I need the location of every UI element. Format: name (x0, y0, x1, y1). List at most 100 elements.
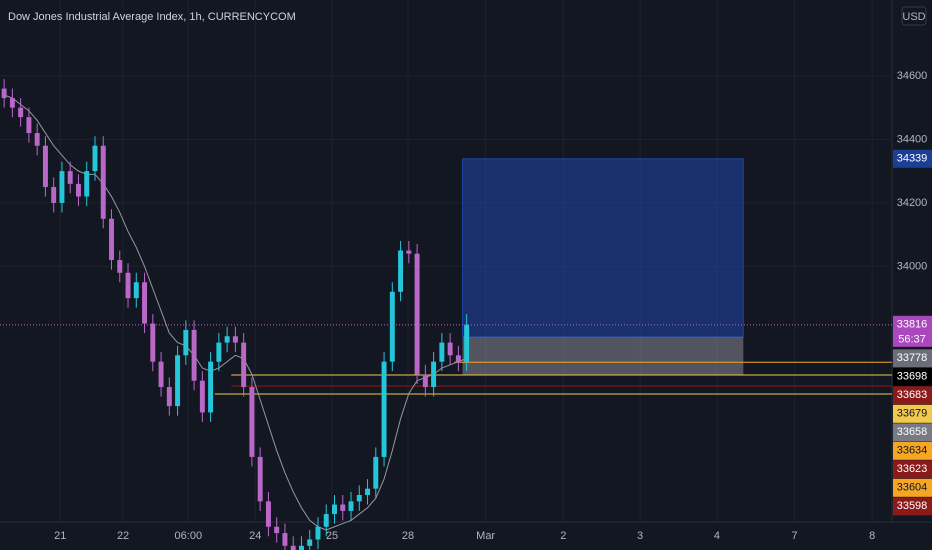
price-label: 33683 (897, 389, 928, 401)
candle-body (249, 387, 255, 457)
candle-body (257, 456, 263, 502)
candle-body (422, 374, 428, 388)
price-label-bg (893, 497, 932, 516)
candle-body (224, 336, 230, 343)
price-label-bg (893, 367, 932, 386)
candle-body (100, 145, 106, 219)
candle-body (241, 342, 247, 388)
candle-body (365, 488, 371, 496)
candle-body (340, 504, 346, 511)
candle-body (431, 361, 437, 388)
x-tick-label: 2 (560, 530, 566, 542)
candle-body (59, 171, 65, 203)
candle-body (125, 272, 131, 299)
candle-body (67, 171, 73, 184)
candle-body (18, 107, 24, 118)
candle-body (199, 380, 205, 413)
y-tick-label: 34600 (897, 70, 928, 82)
x-tick-label: 7 (791, 530, 797, 542)
candle-body (232, 336, 238, 343)
candle-body (381, 361, 387, 457)
candle-body (26, 117, 32, 134)
candle-body (84, 171, 90, 197)
candle-body (282, 533, 288, 546)
price-label: 33778 (897, 352, 928, 364)
price-label-bg (893, 349, 932, 368)
price-label: 33679 (897, 408, 928, 420)
currency-box[interactable] (901, 6, 927, 26)
chart-title: Dow Jones Industrial Average Index, 1h, … (8, 11, 296, 23)
y-tick-label: 34200 (897, 197, 928, 209)
price-label-bg (893, 460, 932, 479)
candle-body (332, 504, 337, 515)
price-label: 33698 (897, 371, 928, 383)
candle-body (464, 324, 470, 362)
x-tick-label: 3 (637, 530, 643, 542)
candle-body (158, 361, 164, 388)
moving-average (3, 94, 467, 531)
countdown: 56:37 (898, 334, 926, 346)
candle-body (9, 98, 15, 108)
candle-body (373, 456, 379, 489)
candle-body (142, 282, 148, 324)
candle-body (356, 495, 362, 502)
price-label: 33634 (897, 445, 928, 457)
candle-body (183, 329, 189, 356)
candle-body (447, 342, 453, 356)
candle-body (455, 355, 461, 362)
candle-body (406, 250, 412, 254)
candle-body (42, 145, 48, 188)
candle-body (208, 361, 214, 413)
price-label: 33816 (897, 319, 928, 331)
candle-body (274, 526, 280, 534)
price-label-bg (893, 315, 932, 334)
countdown-bg (893, 332, 932, 347)
candle-body (75, 183, 81, 197)
candle-body (117, 260, 123, 273)
x-tick-label: 06:00 (175, 530, 203, 542)
candle-body (166, 387, 172, 407)
candle-body (133, 282, 139, 299)
candle-body (175, 355, 181, 407)
candle-body (323, 514, 329, 527)
candle-body (389, 291, 395, 362)
price-label: 33658 (897, 426, 928, 438)
candle-body (414, 253, 420, 375)
y-tick-label: 34000 (897, 260, 928, 272)
price-label-bg (893, 404, 932, 423)
price-label: 33598 (897, 500, 928, 512)
candle-body (439, 342, 445, 362)
x-tick-label: 28 (402, 530, 414, 542)
x-tick-label: Mar (476, 530, 495, 542)
candle-body (315, 526, 321, 540)
price-label: 33623 (897, 463, 928, 475)
x-tick-label: 21 (54, 530, 66, 542)
candle-body (216, 342, 222, 362)
y-tick-label: 34400 (897, 133, 928, 145)
candle-body (150, 323, 156, 362)
candle-body (34, 133, 40, 146)
stop-zone (462, 336, 744, 375)
price-label-bg (893, 386, 932, 405)
candle-body (290, 545, 296, 550)
price-label: 34339 (897, 153, 928, 165)
x-tick-label: 8 (869, 530, 875, 542)
candle-body (398, 250, 404, 292)
price-label: 33604 (897, 482, 928, 494)
candle-body (298, 545, 304, 550)
candle-body (51, 187, 57, 203)
price-label-bg (893, 149, 932, 168)
candle-body (92, 145, 98, 172)
candle-body (265, 501, 271, 527)
price-label-bg (893, 478, 932, 497)
x-tick-label: 4 (714, 530, 720, 542)
price-label-bg (893, 423, 932, 442)
currency[interactable]: USD (902, 11, 925, 23)
candle-body (348, 501, 354, 511)
candle-body (109, 218, 114, 261)
x-tick-label: 22 (117, 530, 129, 542)
candle-body (191, 329, 197, 381)
